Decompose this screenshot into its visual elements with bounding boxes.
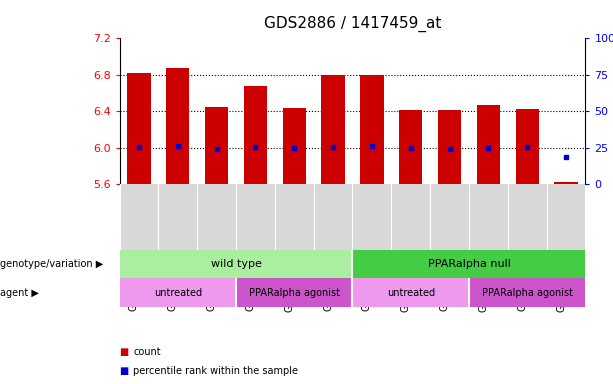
Bar xyxy=(321,75,345,184)
Text: untreated: untreated xyxy=(387,288,435,298)
Bar xyxy=(236,278,352,307)
Bar xyxy=(283,108,306,184)
Text: wild type: wild type xyxy=(211,259,261,269)
Text: percentile rank within the sample: percentile rank within the sample xyxy=(133,366,298,376)
Text: PPARalpha agonist: PPARalpha agonist xyxy=(249,288,340,298)
Text: PPARalpha agonist: PPARalpha agonist xyxy=(482,288,573,298)
Bar xyxy=(516,109,539,184)
Bar xyxy=(244,86,267,184)
Bar xyxy=(360,75,384,184)
Text: agent ▶: agent ▶ xyxy=(0,288,39,298)
Bar xyxy=(399,111,422,184)
Text: untreated: untreated xyxy=(154,288,202,298)
Bar xyxy=(438,111,461,184)
Bar xyxy=(352,250,585,278)
Text: PPARalpha null: PPARalpha null xyxy=(427,259,511,269)
Bar xyxy=(477,105,500,184)
Text: count: count xyxy=(133,347,161,357)
Bar xyxy=(166,68,189,184)
Text: ■: ■ xyxy=(120,366,129,376)
Bar xyxy=(352,278,469,307)
Bar xyxy=(120,278,236,307)
Text: ■: ■ xyxy=(120,347,129,357)
Bar xyxy=(205,107,228,184)
Bar xyxy=(469,278,585,307)
Text: GDS2886 / 1417459_at: GDS2886 / 1417459_at xyxy=(264,15,441,31)
Bar xyxy=(120,250,352,278)
Bar xyxy=(128,73,151,184)
Text: genotype/variation ▶: genotype/variation ▶ xyxy=(0,259,103,269)
Bar xyxy=(554,182,577,184)
